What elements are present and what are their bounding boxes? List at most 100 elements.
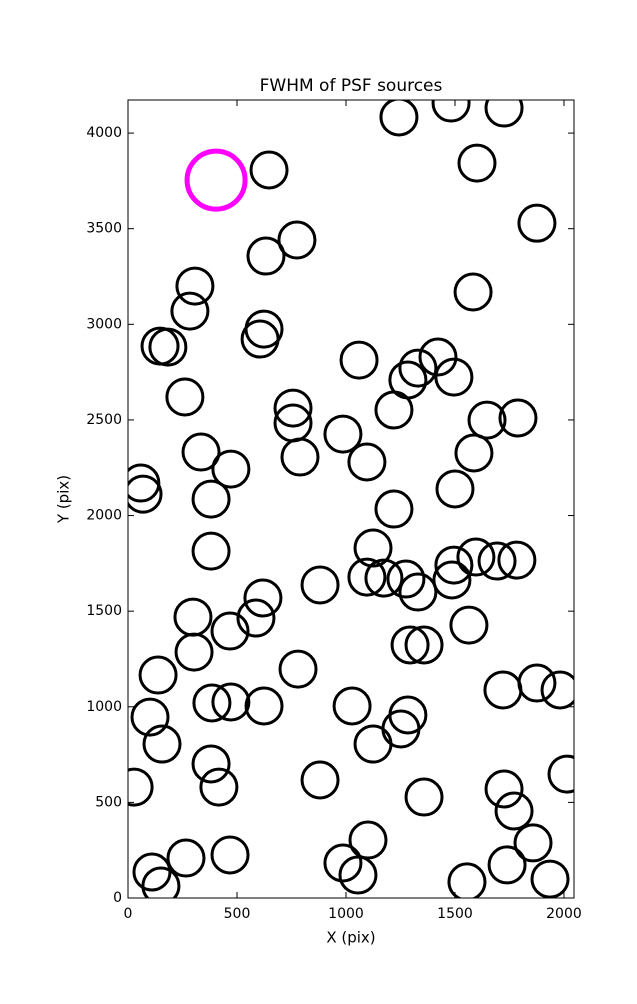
source-circle [277,220,317,260]
source-circle [240,319,280,359]
source-circle [191,744,231,784]
source-circle [434,357,474,397]
source-circle [432,560,472,600]
y-tick-label: 0 [113,890,122,906]
source-circle [498,398,538,438]
source-circle [332,686,372,726]
source-circle [280,437,320,477]
source-circle [211,682,251,722]
y-tick-label: 3000 [86,316,122,332]
source-circle [174,632,214,672]
source-circle [467,400,507,440]
source-circle [404,625,444,665]
source-circle [175,266,215,306]
source-circle [497,540,537,580]
source-circle [398,348,438,388]
source-circle [273,388,313,428]
source-circle [192,683,232,723]
source-circle [353,528,393,568]
y-axis-label: Y (pix) [55,475,73,524]
source-circle [300,760,340,800]
plot-frame [127,99,575,899]
source-circle [434,545,474,585]
source-circle [165,377,205,417]
source-circle [128,474,163,514]
source-circle [181,432,221,472]
source-circle [447,862,487,898]
source-circle [348,820,388,860]
source-circle [323,843,363,883]
x-axis-label: X (pix) [326,929,375,947]
source-circle [199,767,239,807]
source-circle [170,291,210,331]
source-circle [347,557,387,597]
source-circle [191,531,231,571]
y-tick-label: 1500 [86,603,122,619]
y-tick-label: 2500 [86,412,122,428]
x-tick-label: 0 [124,906,133,922]
source-circle [398,572,438,612]
source-circle [210,611,250,651]
source-circle [130,697,170,737]
source-circle [484,100,524,128]
source-circle [249,150,289,190]
source-circle [353,724,393,764]
source-circle [323,414,363,454]
source-circle [454,433,494,473]
source-circle [374,489,414,529]
source-circle [128,767,154,807]
source-circle [374,390,414,430]
source-circle [379,100,419,137]
source-circle [457,143,497,183]
source-circle [494,791,534,831]
y-tick-label: 4000 [86,125,122,141]
y-tick-label: 2000 [86,508,122,524]
source-circle [513,823,553,863]
source-circle [191,479,231,519]
source-circle [477,541,517,581]
source-circle [530,859,570,898]
source-circle [390,625,430,665]
chart-title: FWHM of PSF sources [260,76,443,96]
source-circle [386,559,426,599]
source-circle [148,327,188,367]
source-circle [364,558,404,598]
source-circle [517,663,557,703]
source-circle [236,598,276,638]
source-circle [211,449,251,489]
source-circle [138,655,178,695]
source-circle [449,605,489,645]
plot-area [128,100,574,898]
source-circle [484,769,524,809]
source-circle [453,272,493,312]
source-circle [456,537,496,577]
x-tick-label: 1000 [328,906,364,922]
source-circle [142,724,182,764]
source-circle [517,203,557,243]
y-tick-label: 500 [95,794,122,810]
x-tick-label: 1500 [437,906,473,922]
source-circle [404,777,444,817]
source-circle [210,835,250,875]
source-circle [540,670,574,710]
source-circle [184,148,248,212]
source-circle [278,649,318,689]
source-circle [243,578,283,618]
source-circle [487,845,527,885]
source-circle [141,866,181,898]
source-circle [347,442,387,482]
source-circle [547,754,574,794]
source-circle [166,838,206,878]
source-circle [418,337,458,377]
x-tick-label: 500 [224,906,251,922]
source-circle [339,340,379,380]
source-circle [435,469,475,509]
source-circle [244,686,284,726]
source-circle [246,236,286,276]
source-circle [300,565,340,605]
y-tick-label: 3500 [86,221,122,237]
x-tick-label: 2000 [546,906,582,922]
source-circle [338,855,378,895]
